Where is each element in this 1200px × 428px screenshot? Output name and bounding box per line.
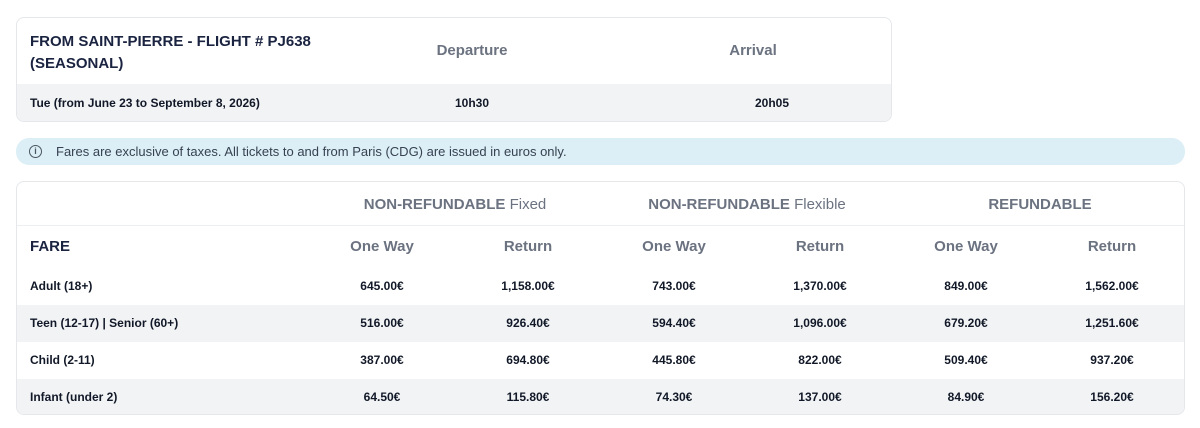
fare-column-header: FARE [30,238,71,255]
table-cell: 679.20€ [944,316,988,330]
info-text: Fares are exclusive of taxes. All ticket… [56,144,567,159]
schedule-header: FROM SAINT-PIERRE - FLIGHT # PJ638 (SEAS… [17,18,891,84]
sub-header-refundable-return: Return [1087,238,1137,255]
table-cell: 645.00€ [360,279,404,293]
row-label: Child (2-11) [30,353,95,367]
table-cell: 926.40€ [506,316,550,330]
schedule-title: FROM SAINT-PIERRE - FLIGHT # PJ638 (SEAS… [30,33,311,72]
sub-header-flexible-return: Return [795,238,845,255]
departure-time: 10h30 [454,96,490,110]
row-label: Infant (under 2) [30,390,118,404]
table-cell: 594.40€ [652,316,696,330]
table-cell: 694.80€ [506,353,550,367]
table-cell: 822.00€ [798,353,842,367]
table-cell: 1,158.00€ [501,279,555,293]
table-cell: 74.30€ [655,390,693,404]
table-row: Infant (under 2) 64.50€ 115.80€ 74.30€ 1… [17,379,1184,414]
row-label: Teen (12-17) | Senior (60+) [30,316,179,330]
table-cell: 1,562.00€ [1085,279,1139,293]
table-cell: 1,251.60€ [1085,316,1139,330]
table-cell: 156.20€ [1090,390,1134,404]
group-header-flexible: NON-REFUNDABLE Flexible [648,196,846,213]
table-cell: 1,370.00€ [793,279,847,293]
group-header-refundable: REFUNDABLE [988,196,1092,213]
table-cell: 115.80€ [506,390,550,404]
info-icon: i [29,145,42,158]
table-cell: 445.80€ [652,353,696,367]
arrival-header: Arrival [729,42,777,59]
table-cell: 64.50€ [363,390,401,404]
arrival-time: 20h05 [754,96,790,110]
sub-header-fixed-oneway: One Way [350,238,414,255]
sub-header-refundable-oneway: One Way [934,238,998,255]
table-cell: 849.00€ [944,279,988,293]
table-cell: 387.00€ [360,353,404,367]
schedule-row: Tue (from June 23 to September 8, 2026) … [17,84,891,121]
table-cell: 509.40€ [944,353,988,367]
table-cell: 743.00€ [652,279,696,293]
table-cell: 516.00€ [360,316,404,330]
sub-header-fixed-return: Return [503,238,553,255]
table-cell: 1,096.00€ [793,316,847,330]
info-banner: i Fares are exclusive of taxes. All tick… [16,138,1185,165]
table-cell: 84.90€ [947,390,985,404]
table-cell: 937.20€ [1090,353,1134,367]
group-header-fixed: NON-REFUNDABLE Fixed [363,196,547,213]
fare-table: NON-REFUNDABLE Fixed NON-REFUNDABLE Flex… [16,181,1185,415]
header-divider [17,225,1184,226]
table-row: Child (2-11) 387.00€ 694.80€ 445.80€ 822… [17,342,1184,379]
table-row: Teen (12-17) | Senior (60+) 516.00€ 926.… [17,305,1184,342]
table-row: Adult (18+) 645.00€ 1,158.00€ 743.00€ 1,… [17,268,1184,305]
table-cell: 137.00€ [798,390,842,404]
schedule-table: FROM SAINT-PIERRE - FLIGHT # PJ638 (SEAS… [16,17,892,122]
schedule-day: Tue (from June 23 to September 8, 2026) [30,96,260,110]
departure-header: Departure [436,42,508,59]
sub-header-flexible-oneway: One Way [642,238,706,255]
row-label: Adult (18+) [30,279,93,293]
